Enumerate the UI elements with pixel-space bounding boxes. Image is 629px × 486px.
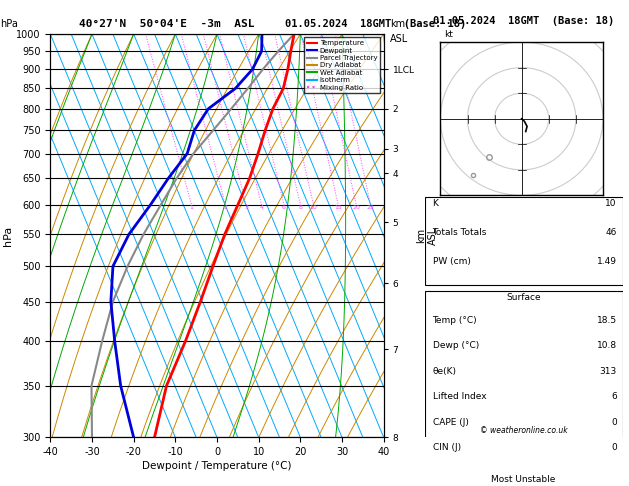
Y-axis label: km
ASL: km ASL xyxy=(416,226,438,245)
Text: 18.5: 18.5 xyxy=(597,315,617,325)
Text: ASL: ASL xyxy=(390,34,408,44)
Legend: Temperature, Dewpoint, Parcel Trajectory, Dry Adiabat, Wet Adiabat, Isotherm, Mi: Temperature, Dewpoint, Parcel Trajectory… xyxy=(304,37,380,93)
Text: 40°27'N  50°04'E  -3m  ASL: 40°27'N 50°04'E -3m ASL xyxy=(79,19,255,29)
Text: Dewp (°C): Dewp (°C) xyxy=(433,341,479,350)
Text: 0: 0 xyxy=(611,443,617,452)
Text: 46: 46 xyxy=(605,228,617,238)
Text: km: km xyxy=(390,19,405,29)
Text: 313: 313 xyxy=(599,367,617,376)
Text: 6: 6 xyxy=(282,205,286,210)
Text: 2: 2 xyxy=(223,205,228,210)
Text: 1.49: 1.49 xyxy=(597,258,617,266)
Text: CIN (J): CIN (J) xyxy=(433,443,460,452)
Text: K: K xyxy=(433,199,438,208)
Text: 0: 0 xyxy=(611,418,617,427)
Text: kt: kt xyxy=(443,30,452,39)
Text: 1: 1 xyxy=(190,205,194,210)
Text: PW (cm): PW (cm) xyxy=(433,258,470,266)
Text: © weatheronline.co.uk: © weatheronline.co.uk xyxy=(480,426,567,435)
Text: 01.05.2024  18GMT  (Base: 18): 01.05.2024 18GMT (Base: 18) xyxy=(433,16,615,26)
Text: 3: 3 xyxy=(244,205,248,210)
X-axis label: Dewpoint / Temperature (°C): Dewpoint / Temperature (°C) xyxy=(142,461,292,471)
Text: 4: 4 xyxy=(260,205,264,210)
Text: 10: 10 xyxy=(310,205,318,210)
Text: 10: 10 xyxy=(605,199,617,208)
Text: 6: 6 xyxy=(611,392,617,401)
Text: 10.8: 10.8 xyxy=(597,341,617,350)
Text: 20: 20 xyxy=(352,205,360,210)
Text: 15: 15 xyxy=(335,205,342,210)
Text: hPa: hPa xyxy=(0,19,18,29)
Y-axis label: hPa: hPa xyxy=(3,226,13,246)
Text: Temp (°C): Temp (°C) xyxy=(433,315,477,325)
Text: 8: 8 xyxy=(299,205,303,210)
Text: 25: 25 xyxy=(367,205,374,210)
Text: Surface: Surface xyxy=(506,293,541,302)
Text: 01.05.2024  18GMT  (Base: 18): 01.05.2024 18GMT (Base: 18) xyxy=(285,19,467,29)
Text: Lifted Index: Lifted Index xyxy=(433,392,486,401)
Text: θe(K): θe(K) xyxy=(433,367,457,376)
Text: Totals Totals: Totals Totals xyxy=(433,228,487,238)
Text: CAPE (J): CAPE (J) xyxy=(433,418,469,427)
Text: Most Unstable: Most Unstable xyxy=(491,475,556,484)
